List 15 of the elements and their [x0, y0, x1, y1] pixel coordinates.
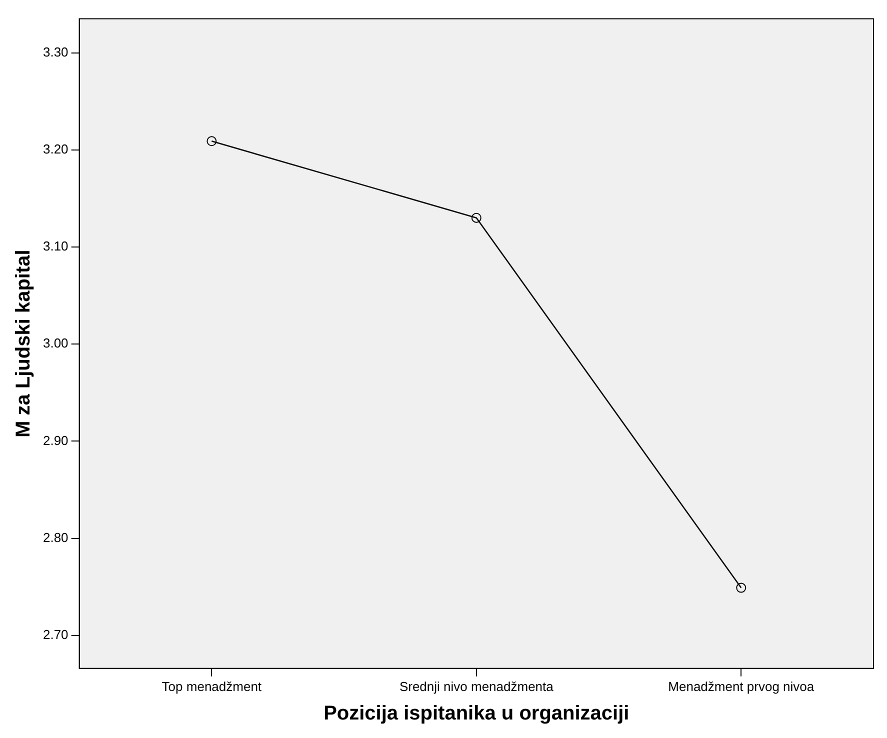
- point: [206, 136, 217, 146]
- x-axis-title: Pozicija ispitanika u organizaciji: [324, 702, 630, 725]
- point: [471, 212, 482, 223]
- y-tick-label: 3.10: [42, 238, 68, 254]
- y-tick-label: 2.90: [42, 432, 68, 448]
- y-tick-label: 3.20: [42, 141, 68, 156]
- y-tick-label: 3.30: [42, 44, 68, 60]
- x-tick-label: Menadžment prvog nivoa: [668, 678, 815, 694]
- y-tick-label: 3.00: [42, 336, 68, 351]
- y-tick-label: 2.80: [42, 530, 68, 545]
- x-tick-label: Srednji nivo menadžmenta: [399, 678, 554, 694]
- x-tick-label: Top menadžment: [162, 678, 262, 694]
- y-tick-label: 2.70: [42, 626, 68, 642]
- y-axis-title: M za Ljudski kapital: [12, 250, 35, 438]
- point: [736, 582, 746, 593]
